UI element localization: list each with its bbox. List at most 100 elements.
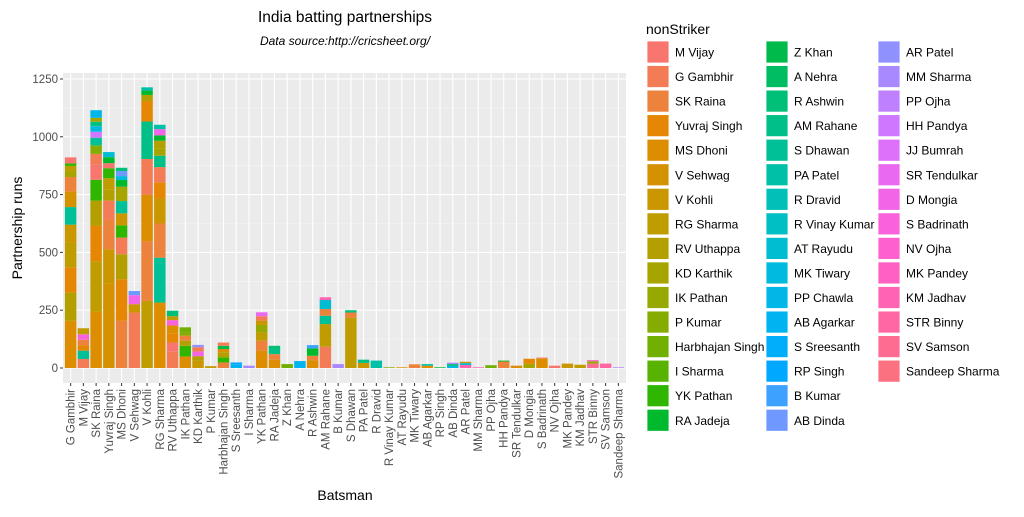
y-tick-label: 500 <box>39 247 58 259</box>
bar-segment <box>523 358 535 364</box>
legend-label: S Badrinath <box>906 217 969 231</box>
x-tick-label: AB Dinda <box>448 388 460 437</box>
x-tick-label: Z Khan <box>282 389 294 426</box>
bar-segment <box>103 219 115 250</box>
legend-item: MK Tiwary <box>765 261 850 285</box>
legend-item: D Mongia <box>877 187 958 211</box>
x-tick-label: RA Jadeja <box>269 388 281 441</box>
legend-item: KM Jadhav <box>877 286 966 309</box>
y-tick-label: 0 <box>52 363 58 375</box>
chart-title: India batting partnerships <box>258 9 432 26</box>
bar-segment <box>357 359 370 363</box>
bar-segment <box>383 367 395 368</box>
legend-label: RA Jadeja <box>675 414 730 428</box>
legend-key <box>877 335 901 359</box>
bar-segment <box>64 224 77 243</box>
legend-label: A Nehra <box>794 70 838 84</box>
bar-segment <box>166 316 179 321</box>
bar-segment <box>103 168 115 179</box>
legend-label: V Sehwag <box>675 168 730 182</box>
legend-key <box>765 40 789 64</box>
bar-segment <box>268 359 281 368</box>
bar-segment <box>230 362 242 365</box>
legend-item: R Dravid <box>765 187 841 211</box>
y-tick-label: 250 <box>39 305 58 317</box>
bar-segment <box>154 155 166 168</box>
bar-segment <box>255 350 268 368</box>
bar-segment <box>192 347 204 352</box>
x-tick-label: AM Rahane <box>320 389 332 450</box>
bar-mk-tiwary <box>408 364 421 368</box>
legend-item: S Dhawan <box>765 138 849 162</box>
bar-segment <box>154 182 166 199</box>
legend-item: Sandeep Sharma <box>877 359 1000 383</box>
bar-r-ashwin <box>306 345 319 368</box>
bar-ra-jadeja <box>268 345 281 368</box>
bar-segment <box>103 178 115 190</box>
bar-segment <box>103 200 115 220</box>
bar-segment <box>306 360 319 368</box>
bar-segment <box>396 367 408 368</box>
legend-key <box>877 310 901 334</box>
bars <box>64 87 625 368</box>
bar-segment <box>192 344 204 348</box>
x-tick-label: YK Pathan <box>257 389 269 444</box>
legend-label: Yuvraj Singh <box>675 119 742 133</box>
legend-label: MM Sharma <box>906 70 972 84</box>
bar-segment <box>64 163 77 166</box>
x-tick-label: IK Pathan <box>180 389 192 440</box>
bar-segment <box>357 362 370 368</box>
legend-label: AR Patel <box>906 46 953 60</box>
bar-segment <box>345 312 357 318</box>
x-tick-label: HH Pandya <box>499 388 511 447</box>
bar-segment <box>179 340 192 346</box>
bar-ab-agarkar <box>421 364 434 368</box>
bar-segment <box>345 310 357 313</box>
legend-item: JJ Bumrah <box>877 138 963 162</box>
bar-segment <box>90 179 102 201</box>
bar-rg-sharma <box>154 124 166 368</box>
bar-segment <box>255 320 268 325</box>
x-tick-label: SK Raina <box>91 388 103 437</box>
legend-label: PP Ojha <box>906 95 951 109</box>
bar-segment <box>332 364 344 368</box>
legend-key <box>765 187 789 211</box>
bar-g-gambhir <box>64 157 77 368</box>
legend-item: R Ashwin <box>765 89 844 113</box>
legend-item: MS Dhoni <box>646 138 728 162</box>
bar-at-rayudu <box>396 367 408 368</box>
bar-segment <box>243 365 255 368</box>
legend-key <box>765 335 789 359</box>
legend-key <box>646 138 670 162</box>
legend-label: G Gambhir <box>675 70 734 84</box>
legend-label: STR Binny <box>906 316 963 330</box>
bar-segment <box>179 335 192 341</box>
legend-item: Yuvraj Singh <box>646 114 742 138</box>
legend-key <box>877 236 901 260</box>
bar-segment <box>179 327 192 333</box>
x-tick-label: B Kumar <box>333 389 345 434</box>
bar-segment <box>447 365 459 368</box>
x-tick-label: V Sehwag <box>129 389 141 441</box>
bar-segment <box>77 350 90 359</box>
bar-mk-pandey <box>561 363 574 368</box>
bar-segment <box>536 357 548 359</box>
legend-item: SV Samson <box>877 335 969 359</box>
bar-segment <box>255 340 268 351</box>
bar-segment <box>268 354 281 360</box>
bar-segment <box>128 304 141 313</box>
legend-key <box>646 89 670 113</box>
bar-segment <box>115 176 128 181</box>
bar-segment <box>319 309 332 316</box>
bar-m-vijay <box>77 328 90 368</box>
bar-segment <box>90 153 102 165</box>
legend-key <box>877 286 901 309</box>
legend-item: KD Karthik <box>646 261 733 285</box>
legend-item: P Kumar <box>646 310 721 334</box>
x-tick-label: V Kohli <box>142 389 154 425</box>
bar-segment <box>192 360 204 368</box>
bar-segment <box>497 360 510 362</box>
legend-label: RG Sharma <box>675 217 739 231</box>
x-tick-label: KM Jadhav <box>575 389 587 447</box>
bar-segment <box>217 349 230 353</box>
